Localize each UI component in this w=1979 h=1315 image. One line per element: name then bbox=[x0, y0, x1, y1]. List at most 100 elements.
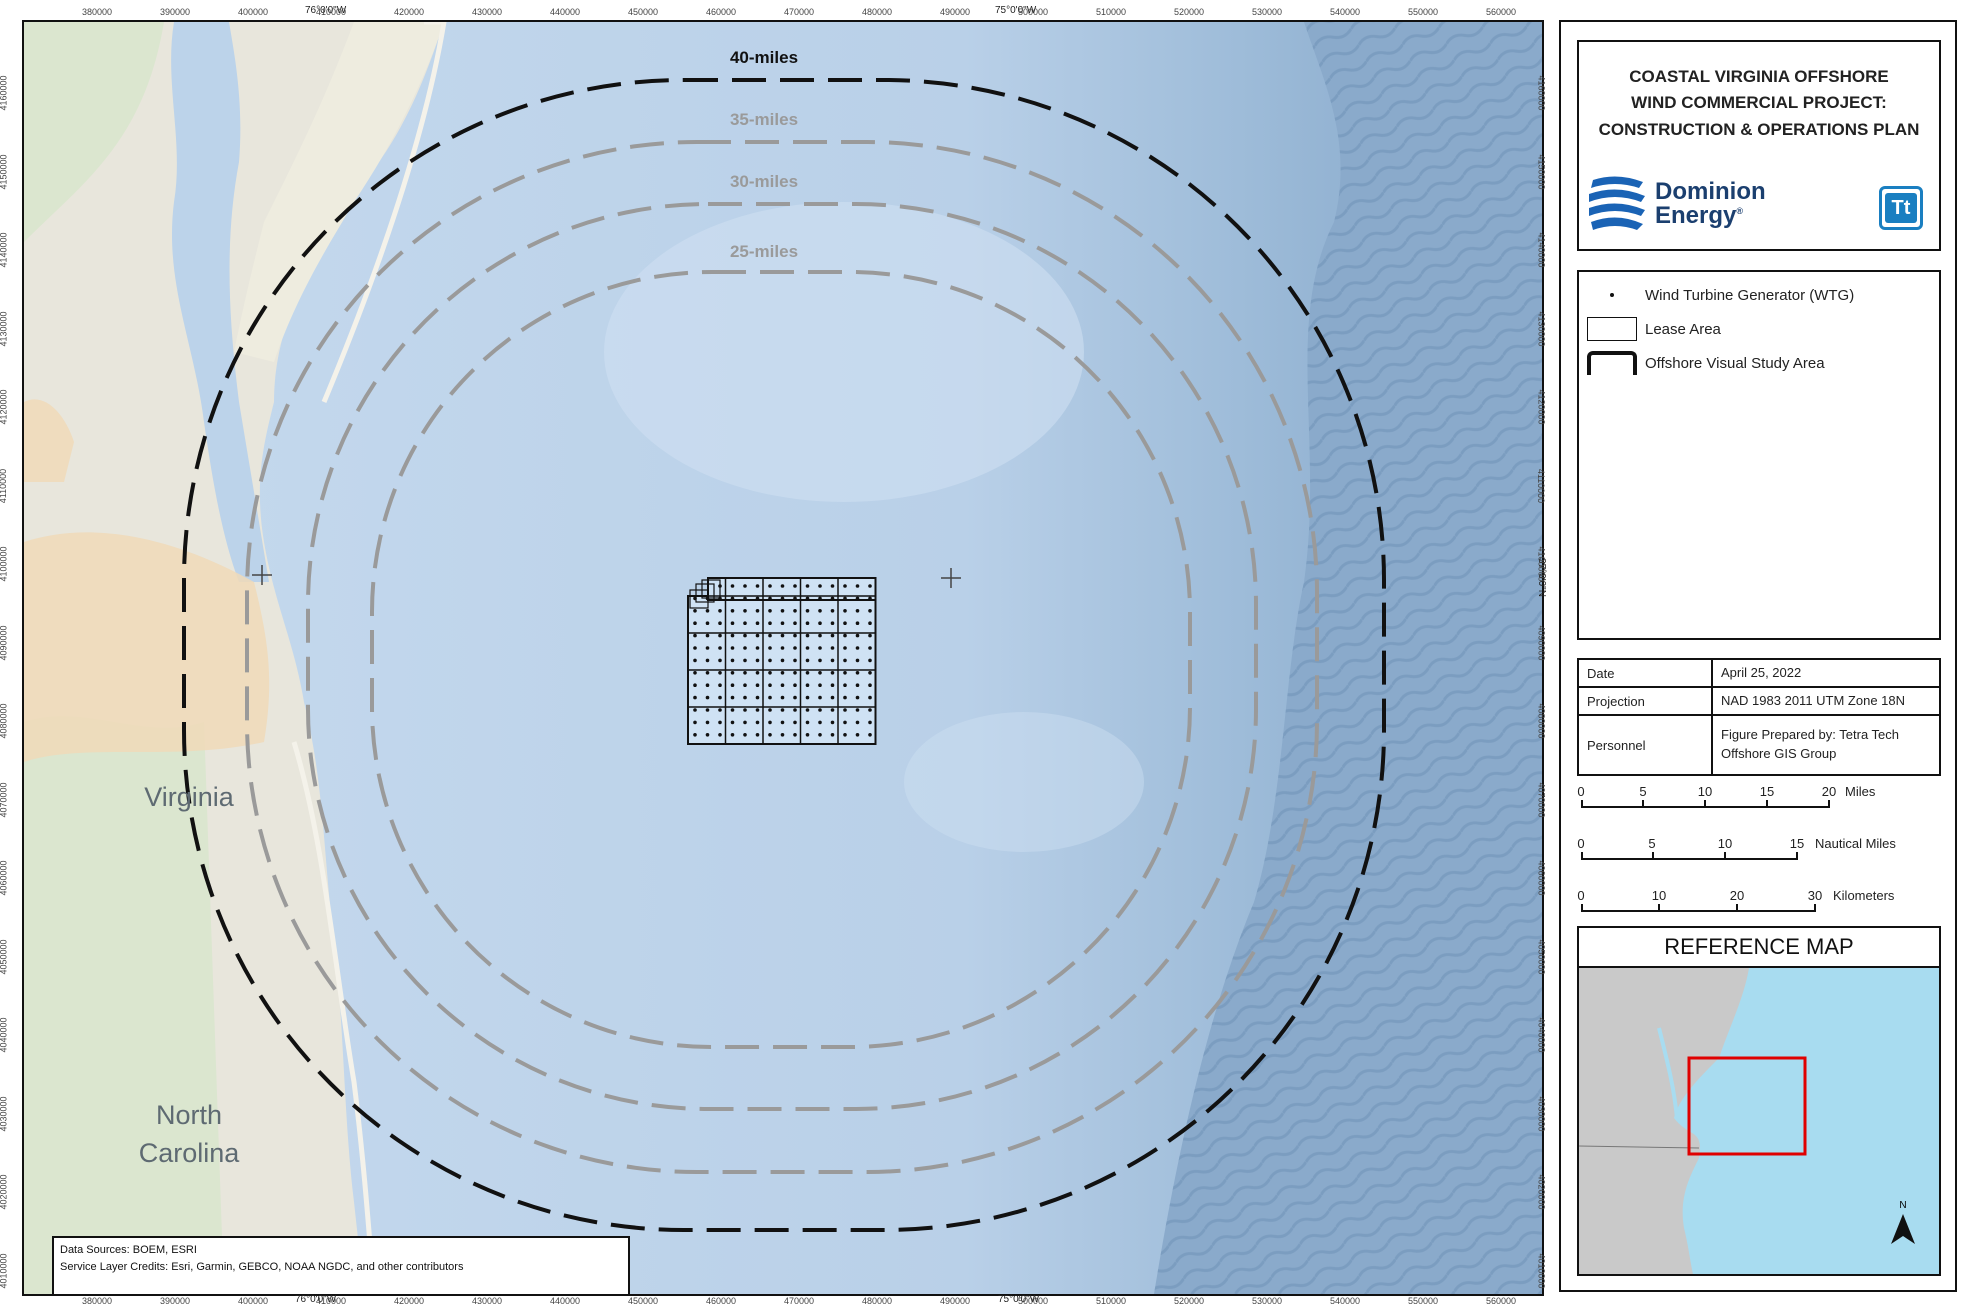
wtg-point bbox=[868, 658, 872, 663]
easting-tick-label: 520000 bbox=[1174, 7, 1205, 17]
wtg-point bbox=[705, 646, 710, 650]
wtg-point bbox=[818, 584, 822, 588]
north-label: N bbox=[1899, 1200, 1906, 1211]
wtg-point bbox=[868, 584, 872, 588]
wtg-point bbox=[805, 646, 810, 650]
wtg-point bbox=[755, 609, 760, 613]
side-panel: COASTAL VIRGINIA OFFSHORE WIND COMMERCIA… bbox=[1559, 20, 1957, 1292]
dot-icon bbox=[1587, 283, 1637, 307]
lease-aliquot bbox=[695, 583, 715, 603]
scale-tick-label: 5 bbox=[1648, 836, 1656, 851]
wtg-point bbox=[818, 609, 822, 613]
wtg-point bbox=[718, 609, 722, 613]
tetra-tech-mark: Tt bbox=[1885, 193, 1917, 223]
service-layer-credits: Service Layer Credits: Esri, Garmin, GEB… bbox=[60, 1261, 464, 1274]
wtg-point bbox=[755, 633, 760, 638]
scale-tick-label: 30 bbox=[1807, 888, 1823, 903]
northing-tick-label: 4030000 bbox=[0, 1095, 9, 1132]
meta-val-date: April 25, 2022 bbox=[1721, 664, 1802, 680]
wtg-point bbox=[830, 658, 835, 663]
scale-tick-label: 10 bbox=[1717, 836, 1733, 851]
easting-tick-label: 520000 bbox=[1174, 1296, 1205, 1306]
easting-tick-label: 390000 bbox=[160, 7, 191, 17]
wtg-point bbox=[805, 695, 810, 700]
lease-area[interactable] bbox=[687, 577, 877, 745]
ring-40-miles bbox=[182, 78, 1386, 1232]
easting-tick-label: 380000 bbox=[82, 1296, 113, 1306]
meta-key-projection: Projection bbox=[1579, 688, 1713, 714]
wtg-point bbox=[868, 695, 872, 700]
easting-tick-label: 550000 bbox=[1408, 7, 1439, 17]
reference-map[interactable]: N bbox=[1577, 966, 1941, 1276]
wtg-point bbox=[705, 695, 710, 700]
northing-tick-label: 4010000 bbox=[1536, 1252, 1547, 1289]
data-sources: Data Sources: BOEM, ESRI bbox=[60, 1244, 197, 1256]
wtg-point bbox=[793, 658, 797, 663]
wtg-point bbox=[843, 671, 847, 675]
northing-tick-label: 4110000 bbox=[0, 468, 9, 503]
easting-tick-label: 550000 bbox=[1408, 1296, 1439, 1306]
company-name-line1: Dominion bbox=[1655, 178, 1766, 205]
meta-row-projection: Projection NAD 1983 2011 UTM Zone 18N bbox=[1579, 688, 1939, 716]
wtg-point bbox=[718, 658, 722, 663]
wtg-point bbox=[843, 708, 847, 712]
northing-tick-label: 4130000 bbox=[0, 310, 9, 347]
northing-tick-label: 4080000 bbox=[0, 703, 9, 739]
wtg-point bbox=[780, 609, 785, 613]
wtg-point bbox=[793, 633, 797, 638]
rectangle-icon bbox=[1587, 317, 1637, 341]
wtg-point bbox=[855, 584, 860, 588]
northing-tick-label: 4030000 bbox=[1536, 1095, 1547, 1132]
scale-tick-label: 0 bbox=[1577, 784, 1585, 799]
meta-row-personnel: Personnel Figure Prepared by: Tetra Tech… bbox=[1579, 716, 1939, 774]
wtg-point bbox=[818, 695, 822, 700]
wtg-point bbox=[755, 671, 760, 675]
project-title: COASTAL VIRGINIA OFFSHORE WIND COMMERCIA… bbox=[1579, 64, 1939, 143]
easting-tick-label: 500000 bbox=[1018, 1296, 1049, 1306]
legend-item-wtg: Wind Turbine Generator (WTG) bbox=[1587, 282, 1854, 308]
northing-tick-label: 4040000 bbox=[1536, 1017, 1547, 1053]
reference-map-canvas: N bbox=[1579, 968, 1939, 1274]
wtg-point bbox=[693, 683, 697, 687]
wtg-point bbox=[755, 695, 760, 700]
easting-tick-label: 460000 bbox=[706, 1296, 737, 1306]
wtg-point bbox=[830, 633, 835, 638]
wtg-point bbox=[793, 695, 797, 700]
easting-tick-label: 420000 bbox=[394, 1296, 425, 1306]
northing-tick-label: 4130000 bbox=[1536, 310, 1547, 347]
wtg-point bbox=[743, 584, 747, 588]
northing-tick-label: 4160000 bbox=[0, 75, 9, 111]
ring-label-25: 25-miles bbox=[729, 242, 799, 261]
northing-tick-label: 4020000 bbox=[0, 1174, 9, 1210]
wtg-point bbox=[768, 720, 772, 725]
scale-bar-nautical-miles: 0 5 10 15 Nautical Miles bbox=[1577, 836, 1941, 876]
wtg-point bbox=[755, 646, 760, 650]
wtg-point bbox=[768, 695, 772, 700]
wtg-point bbox=[743, 733, 747, 737]
legend-label-wtg: Wind Turbine Generator (WTG) bbox=[1645, 286, 1855, 304]
meta-row-date: Date April 25, 2022 bbox=[1579, 660, 1939, 688]
wtg-point bbox=[730, 720, 735, 725]
map-frame[interactable]: 40-miles 35-miles 30-miles 25-miles Virg… bbox=[22, 20, 1544, 1296]
wtg-point bbox=[855, 671, 860, 675]
wtg-point bbox=[818, 646, 822, 650]
easting-tick-label: 410000 bbox=[316, 1296, 347, 1306]
wtg-point bbox=[843, 683, 847, 687]
wtg-point bbox=[768, 621, 772, 625]
wtg-point bbox=[805, 671, 810, 675]
legend: Wind Turbine Generator (WTG) Lease Area … bbox=[1577, 270, 1941, 640]
wtg-point bbox=[868, 633, 872, 638]
wtg-point bbox=[718, 584, 722, 588]
ring-label-40: 40-miles bbox=[729, 48, 799, 67]
easting-tick-label: 450000 bbox=[628, 7, 659, 17]
wtg-point bbox=[743, 695, 747, 700]
wtg-point bbox=[693, 708, 697, 712]
wtg-point bbox=[793, 683, 797, 687]
barrier-islands bbox=[321, 22, 447, 403]
northing-tick-label: 4060000 bbox=[0, 860, 9, 896]
northing-tick-label: 4020000 bbox=[1536, 1174, 1547, 1210]
wtg-point bbox=[793, 733, 797, 737]
easting-tick-label: 540000 bbox=[1330, 1296, 1361, 1306]
northing-tick-label: 4080000 bbox=[1536, 703, 1547, 739]
wtg-point bbox=[755, 708, 760, 712]
